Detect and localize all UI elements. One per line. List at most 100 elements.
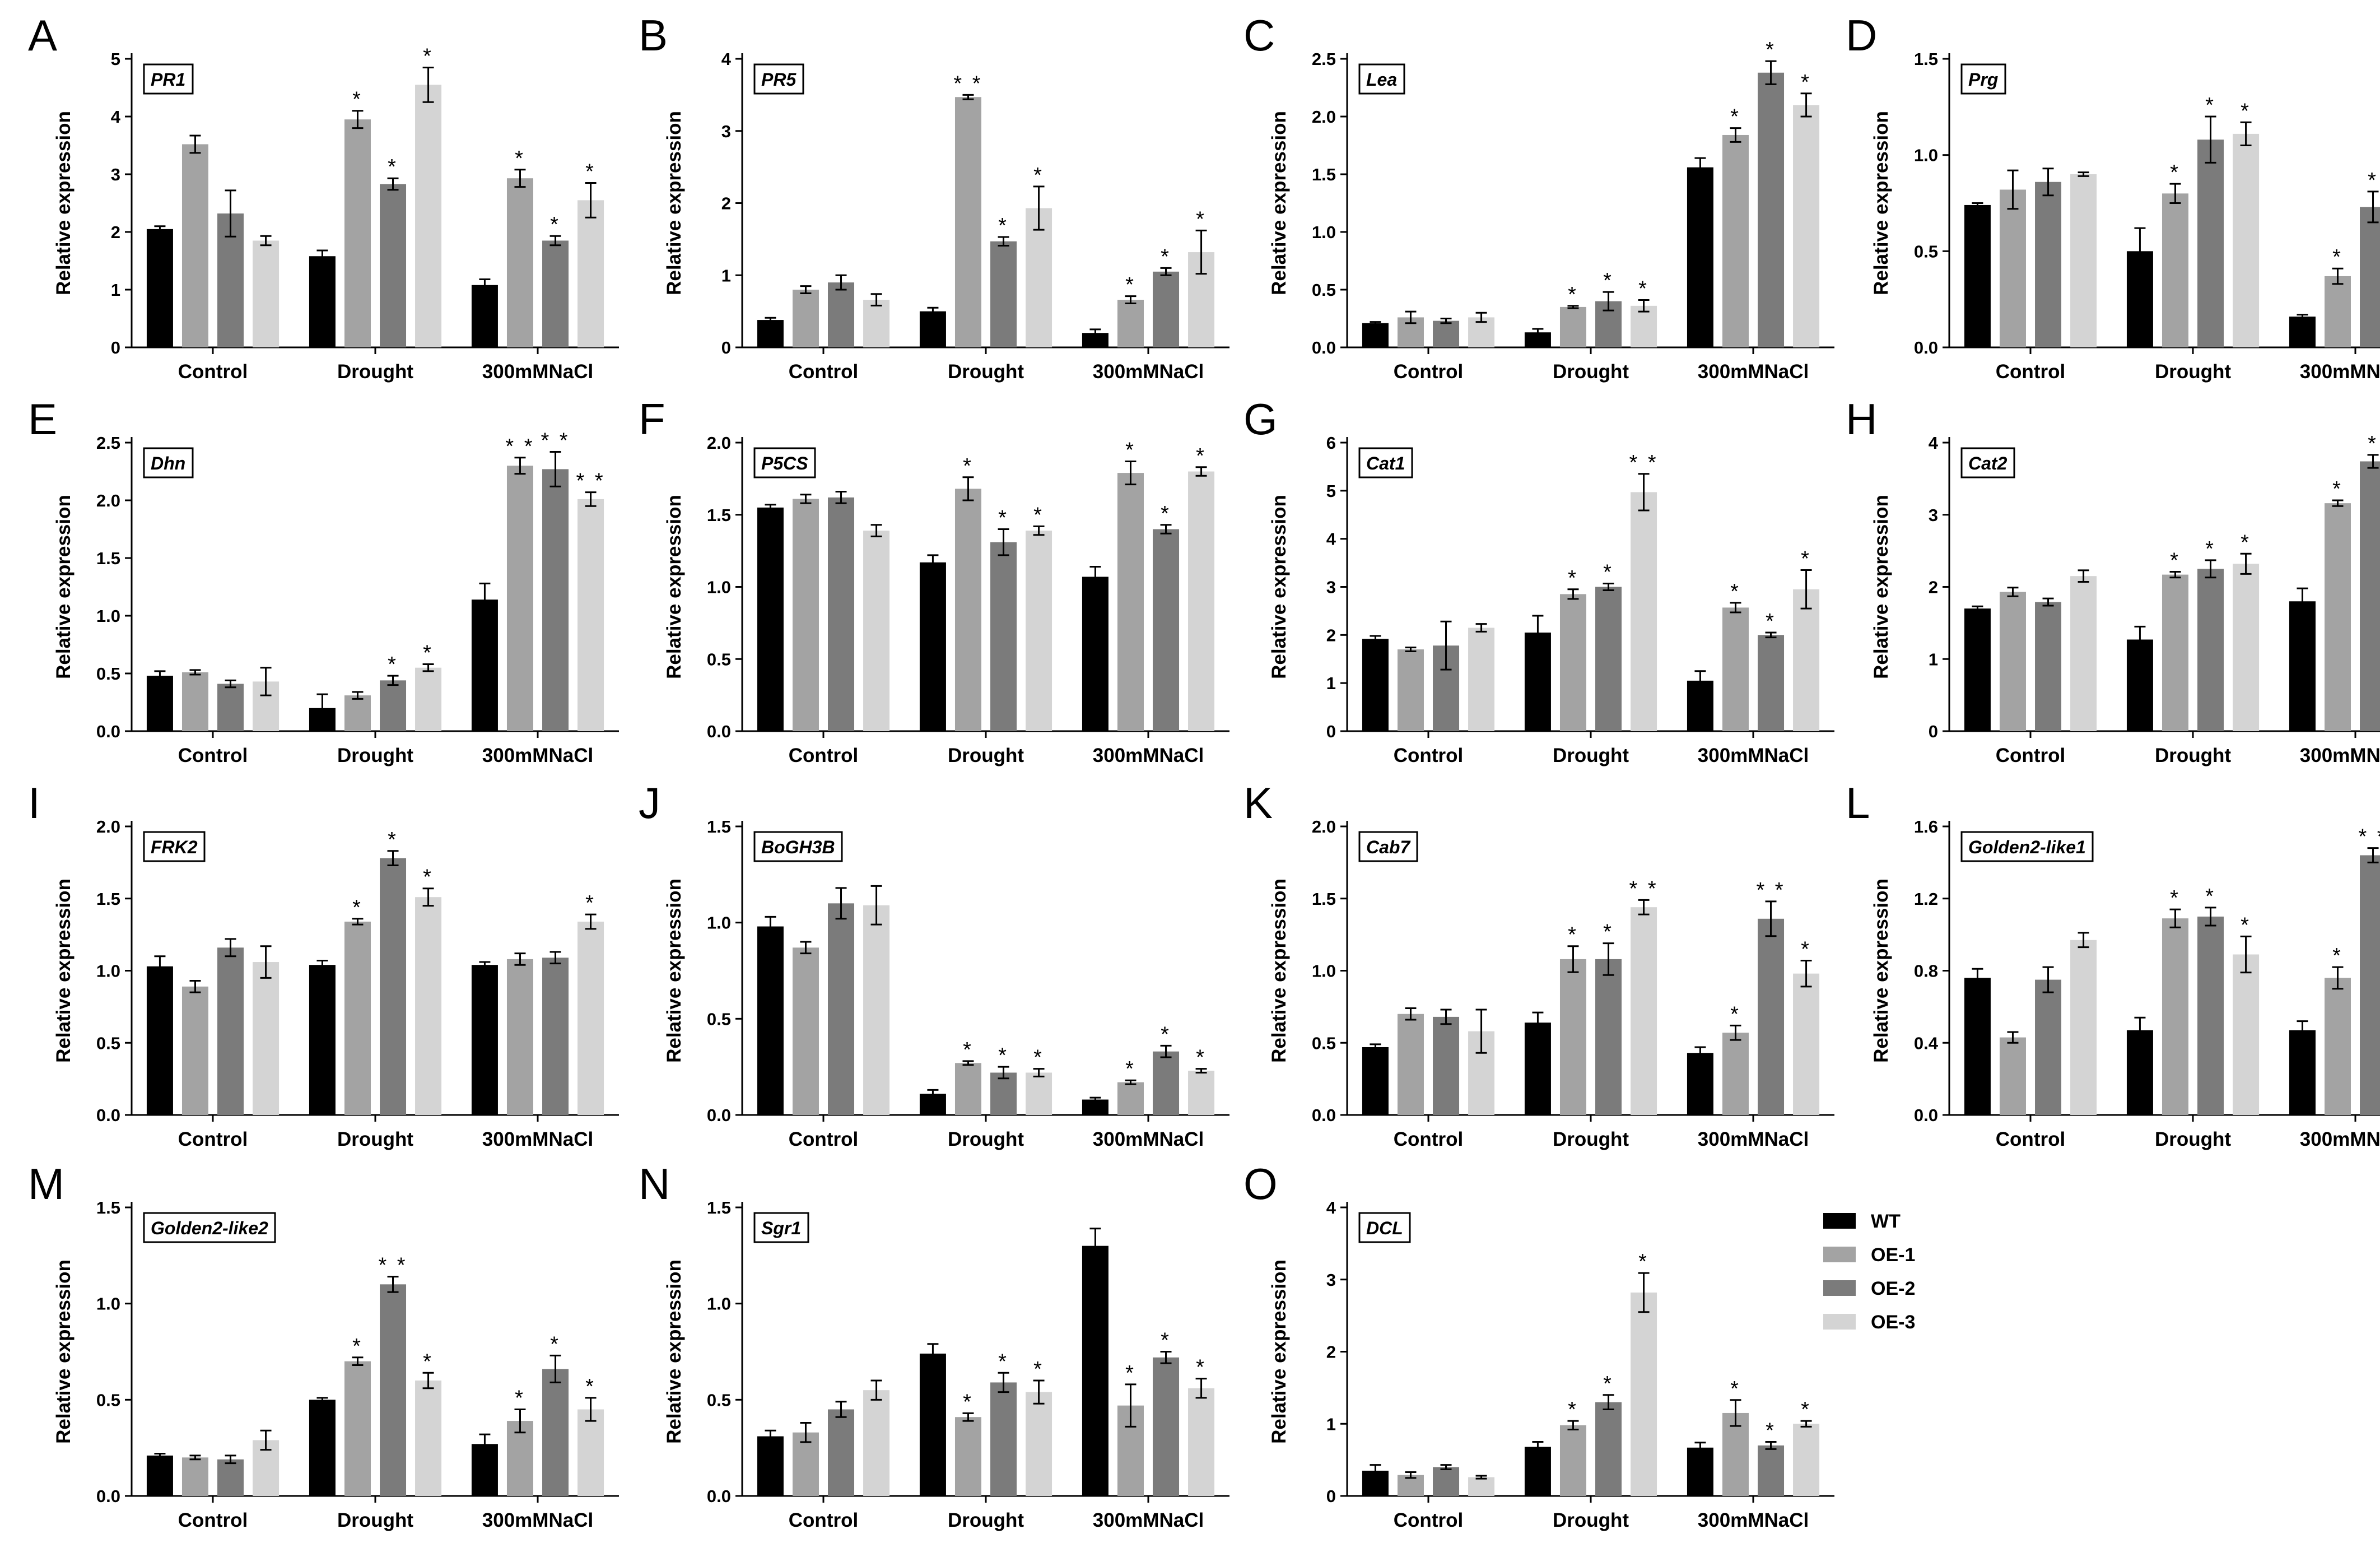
panel-n-ytick-label: 0.5: [707, 1390, 731, 1410]
legend-swatch-oe-2: [1823, 1280, 1856, 1296]
panel-m-bar-wt: [146, 1455, 173, 1496]
panel-l-significance: *: [2205, 885, 2216, 908]
panel-d-bar-oe-2: [2035, 182, 2062, 347]
panel-i: I Relative expression 0.0 0.5 1.0 1.5 2.0 Contr…: [28, 778, 619, 1150]
panel-c-category-label: Control: [1394, 361, 1463, 383]
panel-h-ytick-label: 1: [1929, 649, 1938, 669]
panel-l-category-label: 300mMNaCl: [2300, 1128, 2380, 1150]
panel-f-title: P5CS: [761, 453, 808, 473]
panel-l-bar-oe-1: [2324, 978, 2351, 1115]
panel-a-bar-oe-1: [506, 178, 533, 347]
panel-k-category-label: 300mMNaCl: [1698, 1128, 1809, 1150]
panel-f-bar-oe-3: [863, 531, 890, 731]
panel-c-ylabel: Relative expression: [1268, 111, 1290, 295]
panel-e-bar-oe-2: [380, 680, 407, 731]
panel-j-category-label: Drought: [948, 1128, 1024, 1150]
panel-f-significance: *: [1033, 503, 1044, 527]
legend-swatch-oe-1: [1823, 1247, 1856, 1262]
panel-f-ytick-label: 0.0: [707, 722, 731, 741]
panel-m-significance: *: [423, 1350, 434, 1373]
panel-g-bar-oe-1: [1397, 649, 1424, 731]
panel-m-ytick-label: 0.0: [96, 1486, 120, 1506]
panel-k-bar-oe-2: [1758, 918, 1785, 1115]
panel-i-title: FRK2: [151, 837, 198, 857]
panel-g-bar-oe-3: [1468, 628, 1495, 731]
panel-g-ytick-label: 2: [1326, 625, 1336, 645]
panel-c-bar-oe-2: [1433, 320, 1460, 347]
panel-k-significance: *: [1801, 937, 1811, 961]
panel-l-significance: * *: [2358, 825, 2380, 849]
panel-f-ytick-label: 1.5: [707, 505, 731, 525]
panel-h-ytick-label: 4: [1929, 433, 1939, 453]
panel-j-category-label: 300mMNaCl: [1093, 1128, 1204, 1150]
panel-l-ytick-label: 0.4: [1914, 1033, 1939, 1053]
panel-o-bar-oe-3: [1793, 1424, 1820, 1496]
panel-f-letter: F: [639, 394, 665, 444]
panel-k-bar-oe-1: [1559, 959, 1586, 1115]
panel-f-bar-oe-1: [1117, 473, 1144, 731]
panel-e-ytick-label: 2.0: [96, 491, 120, 510]
panel-g-category-label: Drought: [1553, 745, 1629, 766]
panel-b-significance: *: [1161, 245, 1171, 268]
panel-k-bar-oe-1: [1722, 1033, 1749, 1115]
panel-o-title: DCL: [1366, 1218, 1403, 1238]
panel-b-bar-oe-1: [1117, 300, 1144, 347]
panel-h: H Relative expression 0 1 2 3 4 Control Drought 3…: [1846, 394, 2380, 766]
legend-label-oe-2: OE-2: [1871, 1278, 1915, 1299]
panel-j: J Relative expression 0.0 0.5 1.0 1.5 Control D…: [639, 778, 1229, 1150]
panel-h-category-label: 300mMNaCl: [2300, 745, 2380, 766]
panel-f-ytick-label: 0.5: [707, 649, 731, 669]
panel-o-bar-oe-2: [1433, 1467, 1460, 1496]
panel-o: O Relative expression 0 1 2 3 4 Control Drought 3…: [1243, 1159, 1834, 1531]
panel-i-bar-oe-3: [253, 962, 280, 1115]
panel-b-ytick-label: 4: [721, 49, 732, 69]
panel-o-ytick-label: 1: [1326, 1414, 1336, 1434]
panel-b-bar-wt: [757, 320, 784, 347]
panel-c: C Relative expression 0.0 0.5 1.0 1.5 2.0 2.5 Co…: [1243, 11, 1834, 383]
panel-h-bar-oe-3: [2233, 564, 2260, 731]
panel-f-bar-oe-3: [1188, 471, 1215, 731]
panel-b-ytick-label: 3: [721, 122, 731, 141]
panel-c-bar-wt: [1362, 323, 1389, 347]
panel-f-bar-oe-2: [990, 542, 1017, 731]
panel-b-category-label: Control: [789, 361, 858, 383]
panel-a-bar-oe-2: [542, 240, 569, 347]
panel-o-category-label: Control: [1394, 1509, 1463, 1531]
panel-j-bar-oe-2: [1153, 1051, 1180, 1115]
panel-o-ytick-label: 2: [1326, 1342, 1336, 1362]
panel-n-category-label: 300mMNaCl: [1093, 1509, 1204, 1531]
panel-d-category-label: Control: [1996, 361, 2065, 383]
panel-g-significance: *: [1730, 580, 1741, 603]
panel-m-significance: *: [352, 1335, 363, 1358]
panel-l-title-box: [1960, 831, 2094, 862]
panel-k: K Relative expression 0.0 0.5 1.0 1.5 2.0 Contr…: [1243, 778, 1834, 1150]
panel-k-category-label: Drought: [1553, 1128, 1629, 1150]
panel-e: E Relative expression 0.0 0.5 1.0 1.5 2.0 2.5 Co…: [28, 394, 619, 766]
panel-n-ytick-label: 1.5: [707, 1198, 731, 1217]
panel-m: M Relative expression 0.0 0.5 1.0 1.5 Control D…: [28, 1159, 619, 1531]
panel-b-ylabel: Relative expression: [663, 111, 685, 295]
panel-k-bar-wt: [1687, 1053, 1713, 1115]
panel-g-title-box: [1358, 447, 1413, 478]
panel-d-category-label: 300mMNaCl: [2300, 361, 2380, 383]
panel-k-category-label: Control: [1394, 1128, 1463, 1150]
panel-a-ytick-label: 3: [111, 165, 120, 184]
panel-c-significance: *: [1766, 38, 1776, 62]
panel-n-bar-oe-2: [990, 1382, 1017, 1496]
panel-i-significance: *: [388, 828, 398, 852]
panel-f-bar-wt: [757, 507, 784, 731]
panel-l-bar-oe-2: [2197, 916, 2224, 1115]
panel-m-significance: * *: [378, 1254, 407, 1277]
panel-n-ylabel: Relative expression: [663, 1260, 685, 1444]
panel-l-significance: *: [2170, 886, 2181, 910]
panel-j-bar-oe-2: [828, 903, 855, 1115]
panel-i-bar-oe-3: [415, 897, 442, 1115]
panel-j-title: BoGH3B: [761, 837, 835, 857]
panel-e-ytick-label: 1.5: [96, 549, 120, 568]
panel-a-bar-wt: [309, 256, 336, 347]
panel-n-bar-oe-3: [1188, 1388, 1215, 1496]
panel-b-bar-oe-2: [828, 282, 855, 347]
panel-h-bar-wt: [1964, 608, 1991, 731]
legend-label-oe-3: OE-3: [1871, 1312, 1915, 1333]
panel-j-bar-oe-3: [1188, 1071, 1215, 1115]
